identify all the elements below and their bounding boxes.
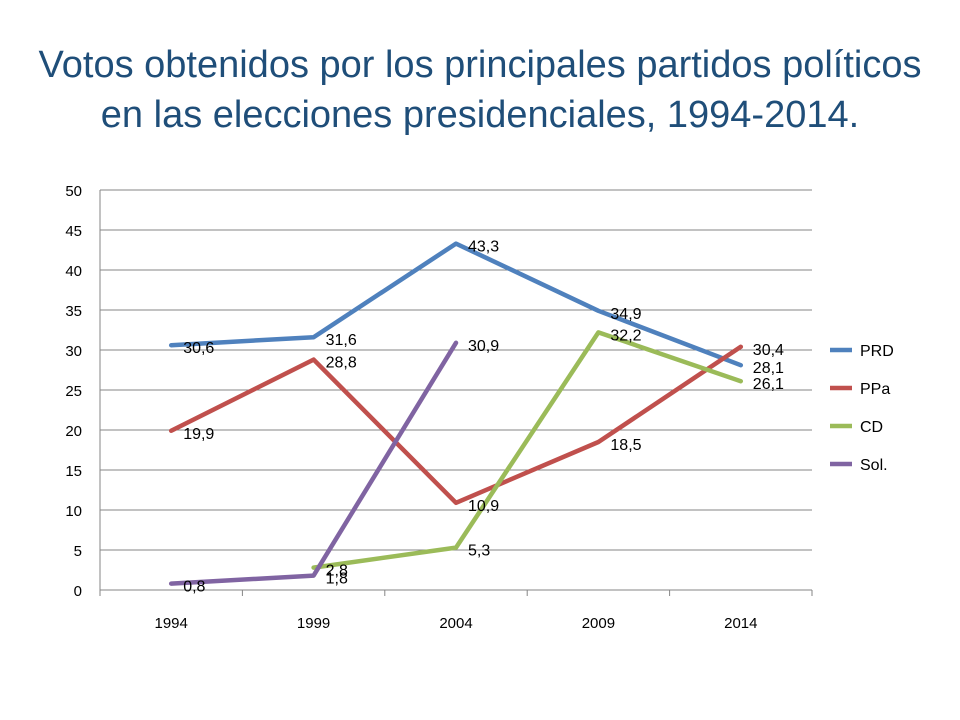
data-label: 30,6 bbox=[183, 340, 214, 357]
data-label: 34,9 bbox=[610, 306, 641, 323]
data-label: 30,4 bbox=[753, 342, 784, 359]
data-label: 43,3 bbox=[468, 239, 499, 256]
data-label: 1,8 bbox=[326, 571, 348, 588]
y-tick-label: 10 bbox=[65, 503, 82, 520]
legend-label: Sol. bbox=[860, 457, 888, 474]
y-tick-label: 50 bbox=[65, 183, 82, 200]
x-tick-label: 1994 bbox=[155, 615, 188, 632]
legend-label: PRD bbox=[860, 343, 894, 360]
data-label: 30,9 bbox=[468, 338, 499, 355]
data-label: 2,8 bbox=[326, 563, 348, 580]
data-label: 19,9 bbox=[183, 426, 214, 443]
y-tick-label: 35 bbox=[65, 303, 82, 320]
data-label: 26,1 bbox=[753, 376, 784, 393]
y-tick-label: 0 bbox=[74, 583, 82, 600]
data-label: 0,8 bbox=[183, 579, 205, 596]
y-tick-label: 5 bbox=[74, 543, 82, 560]
data-label: 18,5 bbox=[610, 437, 641, 454]
series-line-ppa bbox=[168, 344, 744, 506]
y-tick-label: 15 bbox=[65, 463, 82, 480]
x-tick-label: 2004 bbox=[439, 615, 472, 632]
series-line-cd bbox=[311, 330, 744, 570]
y-tick-label: 20 bbox=[65, 423, 82, 440]
data-label: 10,9 bbox=[468, 498, 499, 515]
chart-title-line-2: en las elecciones presidenciales, 1994-2… bbox=[100, 94, 860, 136]
x-tick-label: 2009 bbox=[582, 615, 615, 632]
x-tick-label: 2014 bbox=[724, 615, 757, 632]
y-tick-label: 25 bbox=[65, 383, 82, 400]
chart-title-line-1: Votos obtenidos por los principales part… bbox=[38, 44, 922, 86]
chart-title: Votos obtenidos por los principales part… bbox=[0, 40, 960, 140]
data-label: 5,3 bbox=[468, 543, 490, 560]
y-tick-label: 40 bbox=[65, 263, 82, 280]
x-tick-label: 1999 bbox=[297, 615, 330, 632]
y-tick-label: 30 bbox=[65, 343, 82, 360]
legend-label: PPa bbox=[860, 381, 890, 398]
series-line-sol bbox=[168, 340, 459, 586]
legend-label: CD bbox=[860, 419, 883, 436]
series-line-prd bbox=[168, 241, 744, 368]
data-label: 32,2 bbox=[610, 327, 641, 344]
y-tick-label: 45 bbox=[65, 223, 82, 240]
data-label: 28,1 bbox=[753, 360, 784, 377]
data-label: 31,6 bbox=[326, 332, 357, 349]
data-label: 28,8 bbox=[326, 355, 357, 372]
